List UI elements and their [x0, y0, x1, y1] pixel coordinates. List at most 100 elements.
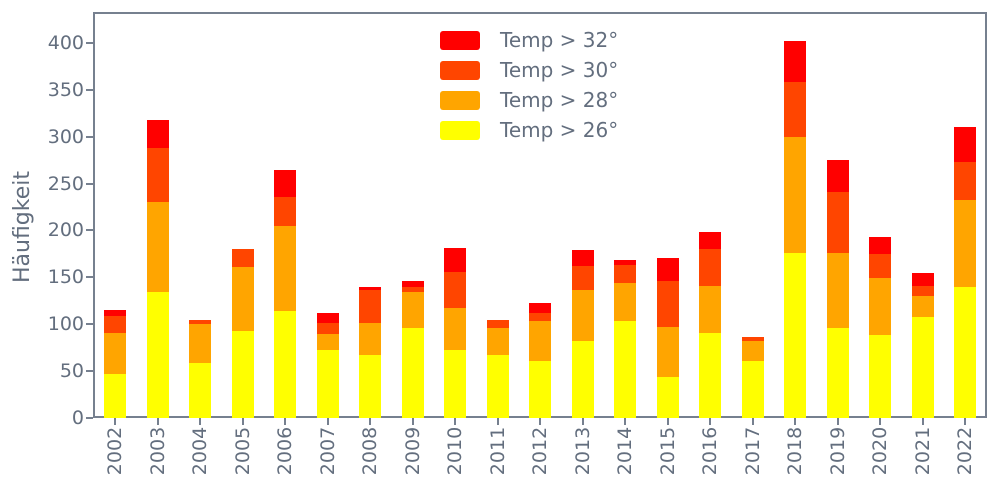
bar-segment-2008-26deg — [359, 355, 381, 418]
x-tick-label-2020: 2020 — [869, 426, 891, 476]
bar-segment-2008-32deg — [359, 286, 381, 290]
x-tick-label-2005: 2005 — [231, 426, 254, 476]
bar-segment-2012-30deg — [529, 312, 551, 322]
bar-segment-2008-30deg — [359, 289, 381, 324]
bar-segment-2002-30deg — [104, 315, 126, 333]
bar-2007 — [316, 312, 339, 418]
bar-segment-2019-32deg — [826, 160, 849, 193]
bar-2012 — [529, 302, 551, 418]
bar-segment-2014-28deg — [614, 282, 636, 322]
bar-segment-2012-32deg — [529, 302, 551, 313]
x-tick-label-2014: 2014 — [614, 426, 636, 476]
bar-segment-2009-30deg — [401, 286, 424, 293]
bar-segment-2014-32deg — [614, 259, 636, 266]
x-tick-label-2008: 2008 — [359, 426, 381, 476]
bar-segment-2020-30deg — [869, 253, 891, 279]
bar-2004 — [189, 320, 211, 418]
bar-segment-2022-32deg — [954, 127, 976, 163]
bar-segment-2013-28deg — [571, 289, 594, 342]
bar-segment-2014-30deg — [614, 265, 636, 283]
y-tick-label: 100 — [47, 313, 84, 336]
y-tick-mark — [86, 370, 93, 373]
bar-2015 — [656, 257, 679, 418]
x-tick-mark — [624, 418, 626, 425]
bar-segment-2009-26deg — [401, 327, 424, 418]
bar-2016 — [699, 232, 721, 418]
bar-segment-2019-26deg — [826, 327, 849, 418]
x-tick-label-2012: 2012 — [529, 426, 551, 476]
bar-segment-2006-28deg — [274, 225, 296, 312]
x-tick-mark — [921, 418, 924, 425]
bar-segment-2005-28deg — [231, 267, 254, 331]
y-tick-mark — [86, 417, 93, 419]
y-tick-label: 250 — [47, 172, 84, 195]
bar-2018 — [784, 41, 806, 418]
x-tick-mark — [666, 418, 669, 425]
y-tick-label: 400 — [47, 31, 84, 54]
bar-segment-2015-30deg — [656, 281, 679, 328]
bar-2017 — [741, 337, 764, 418]
x-tick-mark — [241, 418, 244, 425]
x-tick-label-2016: 2016 — [699, 426, 721, 476]
bar-segment-2012-28deg — [529, 321, 551, 361]
x-tick-mark — [964, 418, 966, 425]
bar-segment-2021-32deg — [911, 272, 934, 286]
bar-segment-2011-28deg — [486, 327, 509, 356]
bar-segment-2010-30deg — [444, 271, 466, 309]
y-tick-label: 150 — [47, 266, 84, 289]
x-tick-label-2018: 2018 — [784, 426, 806, 476]
bar-segment-2002-32deg — [104, 310, 126, 316]
bar-segment-2015-26deg — [656, 376, 679, 418]
legend-swatch-orange — [440, 91, 480, 110]
x-tick-mark — [369, 418, 371, 425]
bar-segment-2013-32deg — [571, 250, 594, 267]
bar-segment-2005-26deg — [231, 330, 254, 418]
bar-segment-2013-30deg — [571, 266, 594, 290]
bar-segment-2004-26deg — [189, 362, 211, 418]
bar-segment-2022-28deg — [954, 200, 976, 287]
bar-segment-2020-32deg — [869, 237, 891, 254]
bar-segment-2018-30deg — [784, 82, 806, 137]
bar-segment-2011-30deg — [486, 320, 509, 328]
bar-segment-2011-26deg — [486, 355, 509, 418]
y-tick-label: 300 — [47, 125, 84, 148]
bar-segment-2016-30deg — [699, 249, 721, 286]
x-tick-mark — [284, 418, 286, 425]
bar-segment-2018-26deg — [784, 252, 806, 418]
x-tick-mark — [156, 418, 159, 425]
bar-segment-2008-28deg — [359, 323, 381, 356]
y-tick-label: 200 — [47, 219, 84, 242]
legend-swatch-red — [440, 31, 480, 50]
bar-segment-2017-26deg — [741, 360, 764, 418]
bar-segment-2002-26deg — [104, 373, 126, 418]
bar-segment-2007-26deg — [316, 350, 339, 418]
legend: Temp > 32° Temp > 30° Temp > 28° Temp > … — [440, 30, 618, 141]
bar-segment-2020-26deg — [869, 335, 891, 418]
x-tick-mark — [581, 418, 584, 425]
bar-segment-2014-26deg — [614, 321, 636, 418]
bar-segment-2007-30deg — [316, 323, 339, 334]
bar-segment-2019-28deg — [826, 252, 849, 328]
y-tick-mark — [86, 41, 93, 44]
bar-segment-2016-32deg — [699, 232, 721, 250]
x-tick-mark — [114, 418, 116, 425]
bar-segment-2007-32deg — [316, 312, 339, 324]
bar-segment-2015-28deg — [656, 327, 679, 377]
x-tick-mark — [496, 418, 499, 425]
bar-segment-2019-30deg — [826, 192, 849, 253]
bar-2021 — [911, 272, 934, 418]
legend-swatch-yellow — [440, 121, 480, 140]
bar-segment-2010-28deg — [444, 308, 466, 351]
x-tick-label-2011: 2011 — [486, 426, 509, 476]
bar-segment-2003-32deg — [146, 119, 169, 148]
legend-item-temp-32: Temp > 32° — [440, 30, 618, 51]
y-tick-label: 350 — [47, 78, 84, 101]
bar-2020 — [869, 237, 891, 418]
x-tick-label-2019: 2019 — [826, 426, 849, 476]
bar-segment-2022-30deg — [954, 162, 976, 201]
bar-segment-2021-30deg — [911, 285, 934, 297]
x-tick-mark — [454, 418, 456, 425]
bar-segment-2009-28deg — [401, 292, 424, 328]
bar-segment-2003-30deg — [146, 147, 169, 203]
bar-segment-2015-32deg — [656, 257, 679, 282]
